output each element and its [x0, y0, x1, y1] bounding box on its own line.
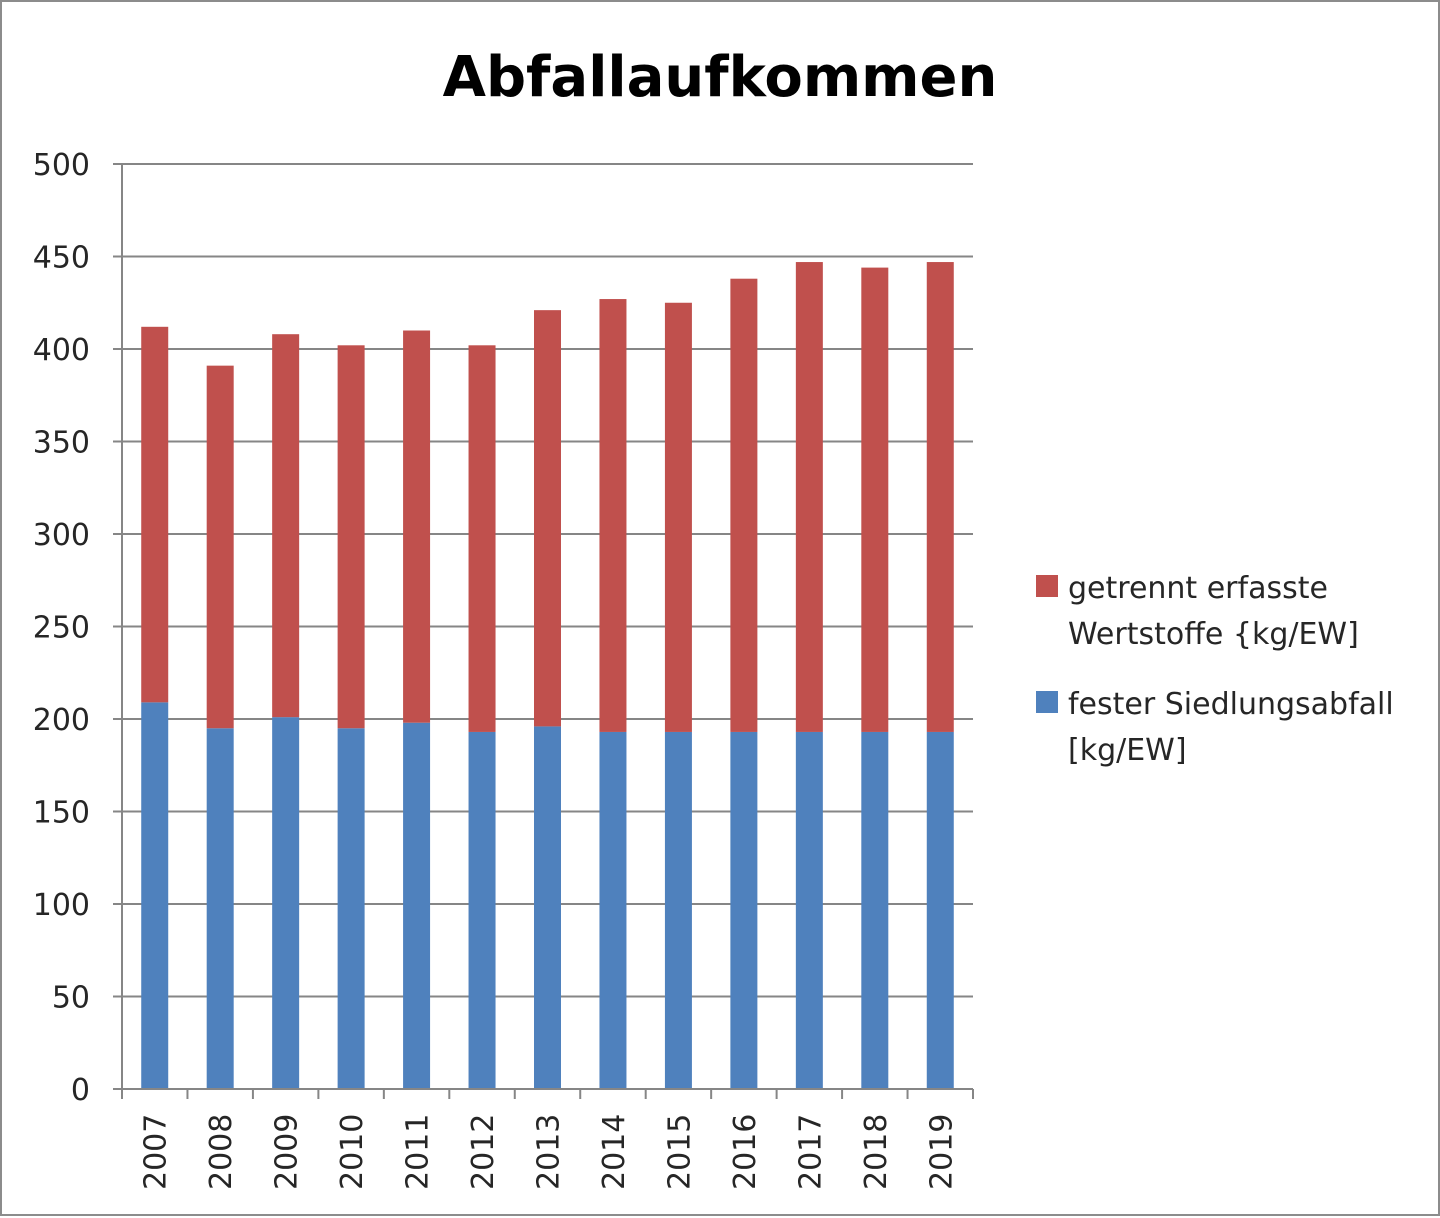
bar-2012-getrennt-erfasste-wertstoffe [468, 345, 496, 732]
x-tick-label: 2013 [532, 1114, 567, 1190]
bar-2011-fester-siedlungsabfall [403, 722, 431, 1089]
bar-2008-fester-siedlungsabfall [206, 728, 234, 1089]
y-tick-label: 400 [33, 333, 90, 368]
x-tick-label: 2016 [728, 1114, 763, 1190]
bar-2018-fester-siedlungsabfall [861, 731, 889, 1089]
x-tick-label: 2014 [597, 1114, 632, 1190]
bar-2010-getrennt-erfasste-wertstoffe [337, 345, 365, 729]
bars [141, 262, 954, 1089]
legend-swatch [1036, 575, 1058, 597]
bar-2011-getrennt-erfasste-wertstoffe [403, 330, 431, 723]
bar-2014-getrennt-erfasste-wertstoffe [599, 299, 627, 732]
bar-2012-fester-siedlungsabfall [468, 731, 496, 1089]
bar-2019-getrennt-erfasste-wertstoffe [926, 262, 954, 732]
bar-2017-getrennt-erfasste-wertstoffe [795, 262, 823, 732]
y-tick-label: 450 [33, 241, 90, 276]
x-tick-label: 2007 [139, 1114, 174, 1190]
bar-2016-getrennt-erfasste-wertstoffe [730, 278, 758, 732]
y-tick-label: 250 [33, 611, 90, 646]
bar-2017-fester-siedlungsabfall [795, 731, 823, 1089]
bar-2015-getrennt-erfasste-wertstoffe [664, 302, 692, 732]
y-tick-label: 50 [52, 981, 90, 1016]
legend: getrennt erfasste Wertstoffe {kg/EW] feste… [1036, 571, 1394, 768]
bar-2013-getrennt-erfasste-wertstoffe [534, 310, 561, 727]
bar-2016-fester-siedlungsabfall [730, 731, 758, 1089]
y-tick-label: 350 [33, 426, 90, 461]
legend-label: getrennt erfasste [1068, 571, 1328, 606]
y-tick-label: 0 [71, 1073, 90, 1108]
bar-2015-fester-siedlungsabfall [664, 731, 692, 1089]
bar-2009-fester-siedlungsabfall [272, 717, 300, 1089]
x-tick-label: 2008 [204, 1114, 239, 1190]
x-tick-label: 2015 [662, 1114, 697, 1190]
bar-2007-getrennt-erfasste-wertstoffe [141, 326, 169, 703]
bar-2014-fester-siedlungsabfall [599, 731, 627, 1089]
y-tick-label: 150 [33, 796, 90, 831]
x-tick-label: 2010 [335, 1114, 370, 1190]
chart-title: Abfallaufkommen [443, 45, 998, 110]
bar-2008-getrennt-erfasste-wertstoffe [206, 365, 234, 729]
axes: 0 50 100 150 200 250 300 350 400 450 500 2007 2008 20… [33, 148, 974, 1190]
legend-label: fester Siedlungsabfall [1068, 687, 1394, 722]
bar-2007-fester-siedlungsabfall [141, 702, 169, 1089]
y-tick-label: 100 [33, 888, 90, 923]
x-tick-label: 2012 [466, 1114, 501, 1190]
bar-2018-getrennt-erfasste-wertstoffe [861, 267, 889, 732]
y-tick-label: 500 [33, 148, 90, 183]
x-tick-label: 2017 [793, 1114, 828, 1190]
x-tick-label: 2009 [270, 1114, 305, 1190]
bar-2019-fester-siedlungsabfall [926, 731, 954, 1089]
x-tick-label: 2019 [924, 1114, 959, 1190]
x-tick-label: 2018 [859, 1114, 894, 1190]
legend-label: [kg/EW] [1068, 733, 1187, 768]
bar-2009-getrennt-erfasste-wertstoffe [272, 334, 300, 718]
bar-2010-fester-siedlungsabfall [337, 728, 365, 1089]
bar-2013-fester-siedlungsabfall [534, 726, 561, 1089]
x-tick-label: 2011 [401, 1114, 436, 1190]
y-tick-label: 300 [33, 518, 90, 553]
legend-label: Wertstoffe {kg/EW] [1068, 617, 1359, 652]
y-tick-label: 200 [33, 703, 90, 738]
legend-swatch [1036, 691, 1058, 713]
